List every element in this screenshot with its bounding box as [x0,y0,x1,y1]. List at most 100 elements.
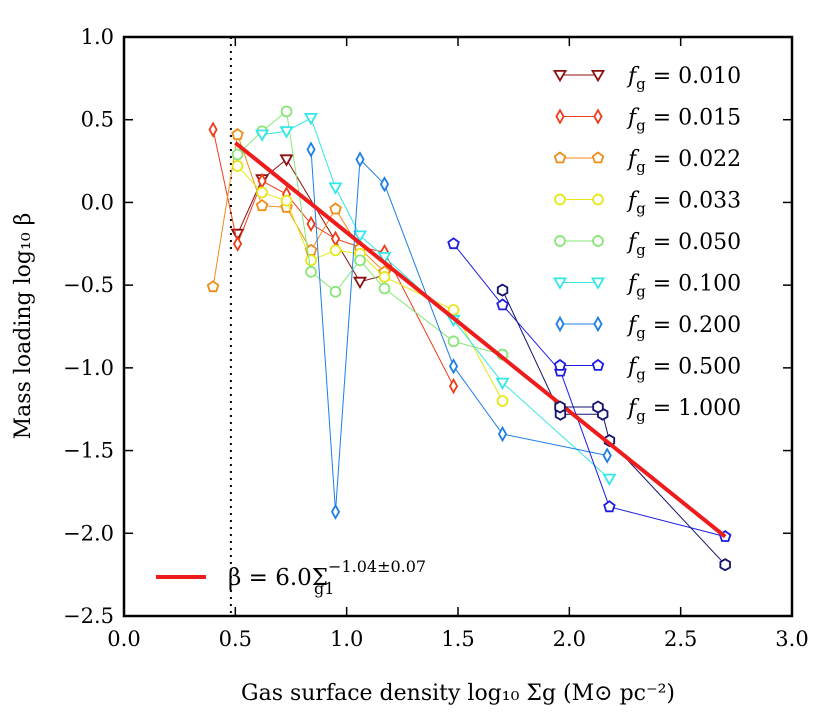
legend-item-0.100: fg = 0.100 [552,272,741,301]
legend-subscript: g [636,241,646,259]
y-tick-label: −1.5 [63,439,114,463]
legend-label: fg = 0.100 [626,272,741,301]
legend-value: = 0.050 [646,230,741,255]
legend-marker [552,70,568,83]
legend-item-0.015: fg = 0.015 [555,106,741,135]
data-point [206,280,220,293]
data-point [231,148,244,161]
data-point [352,276,368,290]
legend-value: = 0.100 [646,272,741,297]
data-point [355,151,365,168]
legend-subscript: g [636,117,646,135]
legend-label: fg = 0.015 [626,106,741,135]
data-point [352,230,368,243]
legend-value: = 0.015 [646,106,741,131]
legend-marker [593,108,603,125]
legend-marker [591,151,605,164]
data-point [496,395,509,407]
x-tick-label: 0.0 [107,627,140,651]
data-point [378,282,391,295]
x-tick-label: 1.5 [441,627,474,651]
data-point [208,121,218,138]
legend-marker [553,358,567,371]
legend-value: = 0.022 [646,147,741,172]
data-point [280,194,293,207]
fit-subscript: g1 [314,579,334,598]
data-point [330,503,341,520]
y-axis-title: Mass loading log₁₀ β [11,213,36,440]
legend-item-0.010: fg = 0.010 [552,64,741,93]
y-tick-label: 0.0 [81,190,114,214]
fit-legend: β = 6.0Σ−1.04±0.07 g1 [156,557,426,598]
plot-area [206,37,732,616]
series-0.100 [255,113,617,487]
legend-marker [590,70,606,83]
data-point [306,215,316,233]
legend-label: fg = 0.200 [626,313,741,342]
series-0.033 [231,160,509,407]
legend-subscript: g [636,200,646,218]
legend-subscript: g [636,283,646,301]
data-point [447,335,460,348]
x-axis-title: Gas surface density log₁₀ Σg (M⊙ pc⁻²) [241,681,675,706]
legend-subscript: g [636,324,646,342]
data-point [231,160,244,172]
data-point [329,285,342,298]
data-point [255,199,269,212]
legend-marker [555,315,565,333]
data-point [329,202,342,215]
data-point [256,186,268,199]
legend-label: fg = 0.050 [626,230,741,259]
legend-item-0.022: fg = 0.022 [553,147,741,176]
legend-item-0.200: fg = 0.200 [555,313,741,342]
legend-marker [554,400,566,414]
y-tick-label: 0.5 [81,108,114,132]
data-point [330,230,341,247]
data-point [602,447,612,464]
legend-label: fg = 0.500 [626,355,741,384]
legend-marker [554,193,566,206]
x-tick-label: 2.5 [664,627,697,651]
y-tick-label: −2.0 [63,521,114,545]
legend-value: = 0.010 [646,64,741,89]
legend-subscript: g [636,366,646,384]
series-line [237,165,503,402]
y-tick-label: −1.0 [63,356,114,380]
fit-legend-label: β = 6.0Σ−1.04±0.07 g1 [228,557,426,598]
legend-label: fg = 1.000 [626,396,741,425]
data-point [328,182,343,195]
legend-item-0.500: fg = 0.500 [553,355,741,384]
y-tick-label: −2.5 [63,604,114,628]
fit-formula: β = 6.0Σ [228,565,328,591]
legend: fg = 0.010 fg = 0.015 fg = 0.022 fg = 0.033… [552,64,741,425]
series-line [237,110,503,356]
data-point [496,283,509,297]
x-tick-label: 3.0 [775,627,808,651]
legend-value: = 1.000 [646,396,741,421]
legend-marker [591,358,605,371]
data-point [279,154,294,167]
data-point [232,235,243,252]
series-0.200 [306,141,612,520]
data-point [231,127,244,140]
legend-subscript: g [636,158,646,176]
legend-marker [553,151,567,164]
legend-label: fg = 0.010 [626,64,741,93]
data-point [379,176,390,193]
y-tick-label: −0.5 [63,273,114,297]
legend-subscript: g [636,75,646,93]
data-point [279,126,294,139]
data-point [448,377,459,395]
legend-item-0.033: fg = 0.033 [554,189,741,218]
x-tick-label: 0.5 [219,627,252,651]
y-tick-label: 1.0 [81,25,114,49]
data-point [377,252,392,265]
legend-marker [593,315,603,333]
data-point [495,377,510,391]
legend-label: fg = 0.022 [626,147,741,176]
legend-marker [592,400,604,414]
data-point [255,129,270,142]
data-point [497,425,508,443]
data-point [303,113,319,126]
